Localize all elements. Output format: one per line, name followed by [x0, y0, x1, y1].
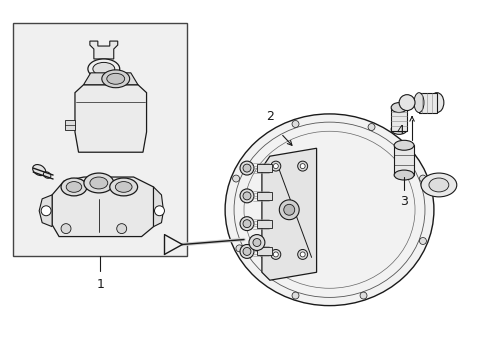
Circle shape	[243, 247, 250, 255]
Ellipse shape	[109, 178, 137, 196]
Circle shape	[273, 252, 278, 257]
Ellipse shape	[393, 170, 413, 180]
Bar	[418, 93, 436, 113]
Circle shape	[243, 192, 250, 200]
Ellipse shape	[102, 70, 129, 88]
Bar	[13, 23, 187, 256]
Circle shape	[279, 200, 299, 220]
Polygon shape	[90, 41, 118, 59]
Circle shape	[300, 164, 305, 168]
Polygon shape	[52, 177, 153, 237]
Circle shape	[240, 217, 253, 231]
Circle shape	[270, 249, 280, 260]
Circle shape	[61, 224, 71, 234]
Bar	[256, 220, 271, 228]
Ellipse shape	[93, 62, 115, 75]
Ellipse shape	[390, 125, 406, 134]
Polygon shape	[83, 73, 138, 85]
Ellipse shape	[88, 59, 120, 79]
Ellipse shape	[66, 181, 81, 192]
Circle shape	[240, 189, 253, 203]
Circle shape	[297, 249, 307, 260]
Ellipse shape	[390, 103, 406, 113]
Circle shape	[367, 123, 374, 131]
Bar	[390, 108, 406, 131]
Circle shape	[235, 245, 243, 252]
Text: 3: 3	[399, 195, 407, 208]
Bar	[256, 192, 271, 200]
Circle shape	[117, 224, 126, 234]
Text: 1: 1	[96, 278, 104, 291]
Ellipse shape	[61, 178, 87, 196]
Bar	[256, 247, 271, 255]
Circle shape	[398, 95, 414, 111]
Bar	[65, 120, 75, 130]
Ellipse shape	[393, 140, 413, 150]
Text: 2: 2	[265, 111, 273, 123]
Text: 4: 4	[395, 124, 403, 137]
Circle shape	[283, 204, 294, 215]
Polygon shape	[153, 187, 163, 227]
Ellipse shape	[413, 93, 423, 113]
Circle shape	[291, 292, 298, 299]
Circle shape	[154, 206, 164, 216]
Ellipse shape	[224, 114, 433, 306]
Circle shape	[270, 161, 280, 171]
Bar	[256, 164, 271, 172]
Circle shape	[248, 235, 264, 251]
Circle shape	[243, 164, 250, 172]
Circle shape	[240, 161, 253, 175]
Ellipse shape	[429, 93, 443, 113]
Ellipse shape	[106, 73, 124, 84]
Polygon shape	[39, 195, 52, 227]
Circle shape	[419, 238, 426, 244]
Polygon shape	[262, 148, 316, 280]
Bar	[393, 145, 413, 175]
Ellipse shape	[33, 165, 45, 176]
Ellipse shape	[43, 172, 51, 178]
Circle shape	[41, 206, 51, 216]
Circle shape	[240, 244, 253, 258]
Ellipse shape	[84, 173, 114, 193]
Ellipse shape	[428, 178, 448, 192]
Ellipse shape	[115, 181, 132, 192]
Circle shape	[232, 175, 239, 182]
Polygon shape	[75, 85, 146, 152]
Circle shape	[419, 175, 426, 182]
Ellipse shape	[420, 173, 456, 197]
Circle shape	[243, 220, 250, 228]
Circle shape	[300, 252, 305, 257]
Circle shape	[359, 292, 366, 299]
Circle shape	[273, 164, 278, 168]
Circle shape	[291, 121, 298, 127]
Ellipse shape	[90, 177, 107, 189]
Circle shape	[252, 239, 261, 247]
Circle shape	[297, 161, 307, 171]
